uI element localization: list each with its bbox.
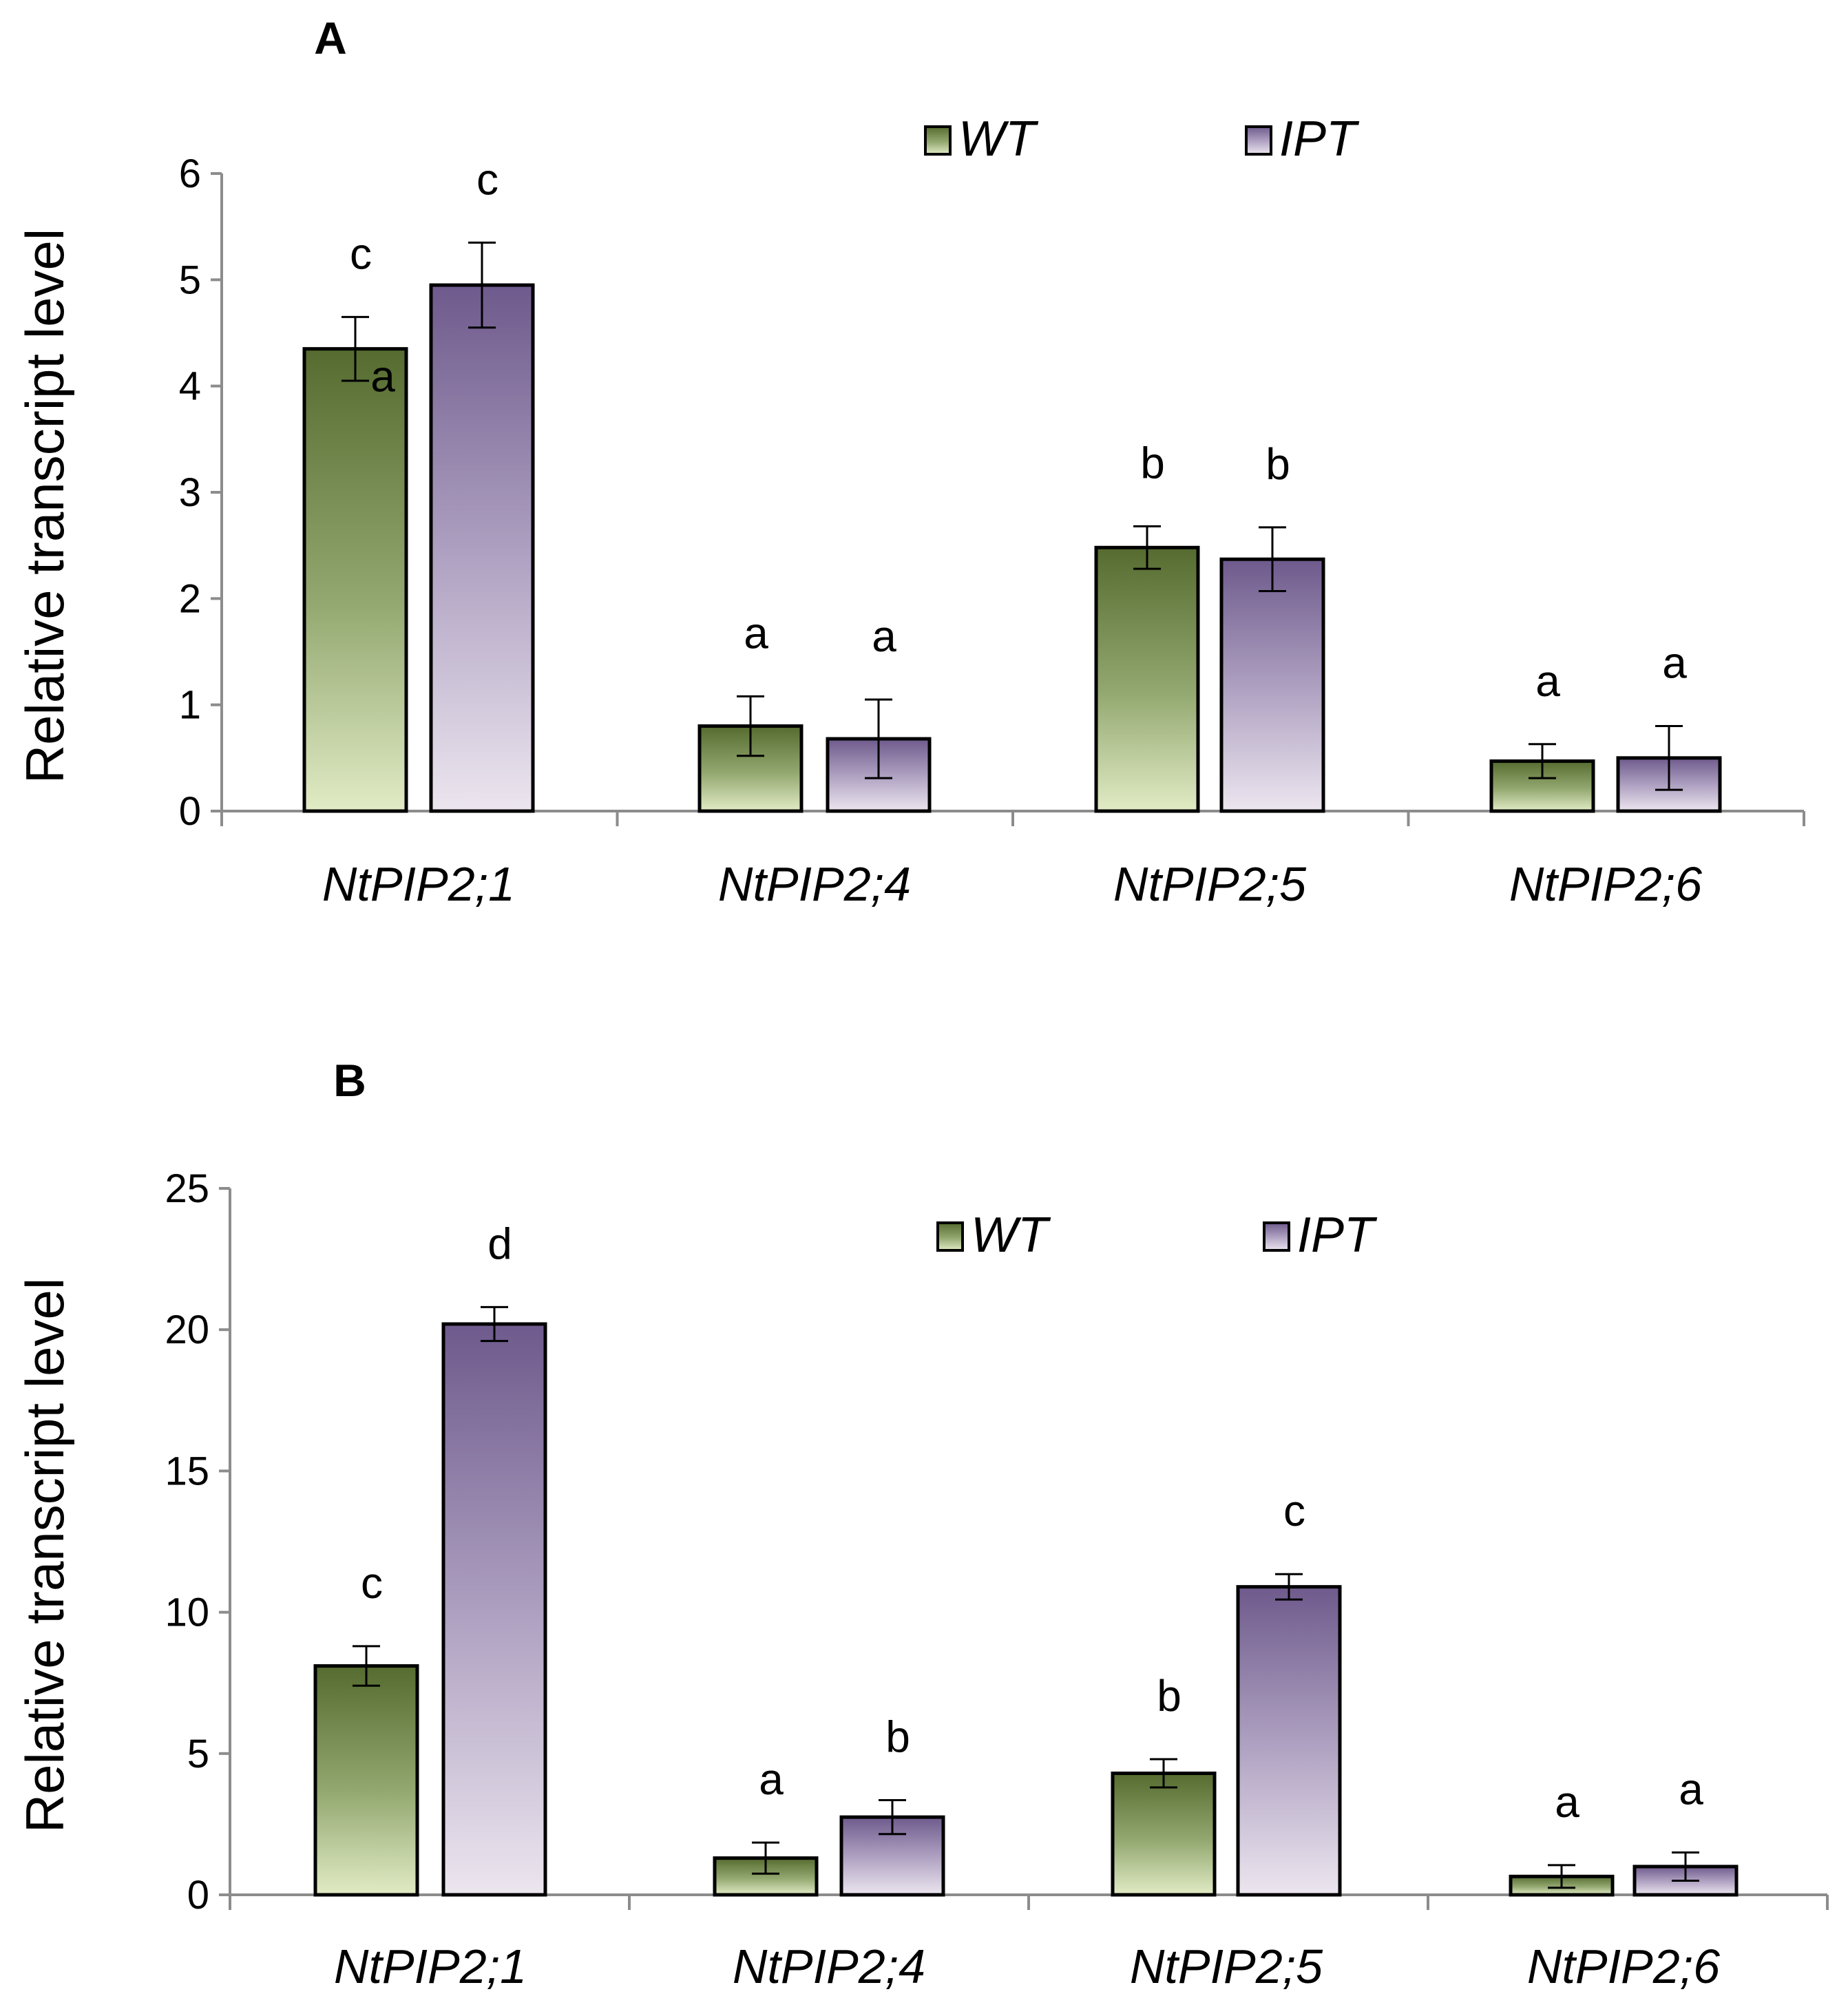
bar-ipt	[1236, 1585, 1342, 1897]
y-tick-label: 1	[179, 683, 201, 728]
y-axis-label: Relative transcript level	[14, 1278, 75, 1833]
panel-a: A 0 1 2 3 4 5 6 Relative transcript level NtPIP2;…	[14, 12, 1805, 911]
significance-letter: b	[885, 1712, 910, 1762]
y-tick-label: 2	[179, 576, 201, 621]
category-label: NtPIP2;4	[733, 1940, 925, 1993]
bar-ipt	[429, 283, 535, 813]
category-label: NtPIP2;6	[1527, 1940, 1720, 1993]
panel-b: B 0 5 10 15 20 25 Relative transcript level NtPI…	[14, 1055, 1829, 1993]
significance-letter: a	[872, 611, 896, 661]
significance-letter: a	[1662, 638, 1687, 688]
y-tick-label: 4	[179, 364, 201, 409]
y-tick-label: 10	[165, 1590, 209, 1635]
significance-letter: c	[1283, 1486, 1305, 1535]
significance-letter: b	[1140, 438, 1165, 487]
y-tick-label: 0	[179, 789, 201, 834]
y-tick-label: 5	[179, 258, 201, 302]
legend-item-wt: WT	[924, 112, 1039, 167]
category-label: NtPIP2;5	[1113, 857, 1307, 911]
significance-letter: c	[476, 154, 498, 204]
y-tick-label: 15	[165, 1449, 209, 1493]
significance-letter: a	[744, 608, 768, 658]
legend-label-ipt: IPT	[1279, 112, 1360, 167]
category-label: NtPIP2;1	[334, 1940, 527, 1993]
category-label: NtPIP2;6	[1509, 857, 1702, 911]
legend-item-ipt: IPT	[1263, 1208, 1378, 1263]
y-tick-label: 6	[179, 151, 201, 196]
y-tick-label: 5	[187, 1732, 209, 1776]
legend-swatch-ipt	[1263, 1221, 1290, 1252]
y-tick-label: 20	[165, 1308, 209, 1352]
legend-swatch-wt	[924, 125, 952, 156]
significance-letter: b	[1266, 439, 1290, 489]
y-axis-label: Relative transcript level	[14, 229, 75, 784]
significance-letter: c	[361, 1558, 383, 1608]
legend-label-ipt: IPT	[1297, 1208, 1378, 1263]
legend-swatch-ipt	[1245, 125, 1272, 156]
legend-item-ipt: IPT	[1245, 112, 1360, 167]
legend-swatch-wt	[936, 1221, 964, 1252]
bar-wt	[1111, 1772, 1217, 1897]
bar-wt	[313, 1664, 419, 1897]
significance-letter: c	[350, 229, 372, 278]
category-label: NtPIP2;5	[1130, 1940, 1323, 1993]
bar-wt	[1094, 545, 1200, 813]
legend-label-wt: WT	[971, 1208, 1051, 1263]
y-tick-label: 25	[165, 1166, 209, 1211]
legend-label-wt: WT	[958, 112, 1039, 167]
significance-letter: d	[487, 1219, 512, 1268]
legend-item-wt: WT	[936, 1208, 1051, 1263]
significance-letter: a	[1555, 1777, 1579, 1827]
y-tick-label: 3	[179, 470, 201, 515]
significance-letter: a	[1535, 656, 1560, 706]
significance-letter: a	[370, 352, 395, 401]
significance-letter: a	[759, 1754, 784, 1804]
panel-label: B	[333, 1055, 366, 1106]
significance-letter: b	[1157, 1671, 1182, 1721]
category-label: NtPIP2;1	[322, 857, 515, 911]
category-label: NtPIP2;4	[718, 857, 911, 911]
y-tick-label: 0	[187, 1873, 209, 1918]
bar-ipt	[441, 1322, 547, 1897]
panel-label: A	[314, 12, 347, 63]
significance-letter: a	[1679, 1764, 1703, 1814]
bar-wt	[302, 347, 408, 813]
bar-ipt	[1219, 557, 1325, 813]
